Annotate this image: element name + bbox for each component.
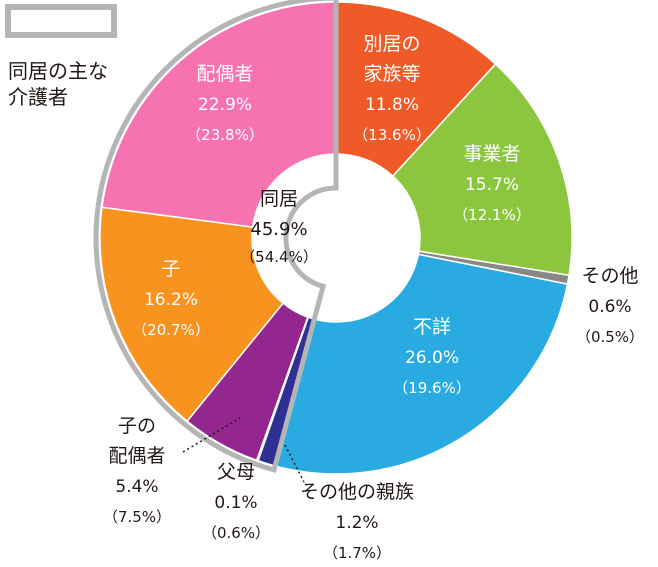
slice-8-prev-label: （23.8%） <box>186 126 264 144</box>
center-title: 同居 <box>260 188 298 210</box>
center-prev: （54.4%） <box>240 248 318 266</box>
slice-8-value-label: 22.9% <box>198 95 252 115</box>
leader-lines <box>182 417 305 483</box>
slice-2-prev-label: （0.5%） <box>576 328 644 346</box>
slice-6-prev-label: （7.5%） <box>103 508 171 526</box>
legend-line-1: 同居の主な <box>8 59 108 83</box>
center-value: 45.9% <box>250 219 307 240</box>
slice-7-wedge <box>99 206 285 423</box>
legend-label: 同居の主な 介護者 <box>8 58 108 110</box>
slice-5-prev-label: （0.6%） <box>202 524 270 542</box>
slice-4-prev-label: （1.7%） <box>323 544 391 562</box>
slice-0-prev-label: （13.6%） <box>353 126 431 144</box>
slice-4-leader-line <box>284 444 305 483</box>
slice-6-leader-line <box>182 417 241 453</box>
slice-2-value-label: 0.6% <box>588 297 631 317</box>
center-label: 同居 45.9% （54.4%） <box>240 188 318 266</box>
same-household-outline <box>93 0 339 473</box>
slice-7-name-label: 子 <box>161 258 180 280</box>
slice-group <box>99 1 573 475</box>
slice-3-value-label: 26.0% <box>405 348 459 368</box>
slice-4-name-label: その他の親族 <box>300 481 414 503</box>
slice-3-prev-label: （19.6%） <box>393 379 471 397</box>
slice-5-value-label: 0.1% <box>214 493 257 513</box>
slice-1-value-label: 15.7% <box>465 175 519 195</box>
slice-5-name-label: 父母 <box>217 461 255 483</box>
slice-6-name-label: 配偶者 <box>108 445 165 467</box>
slice-1-wedge <box>391 63 573 277</box>
donut-hole <box>253 155 419 321</box>
legend-swatch <box>5 4 117 38</box>
slice-7-prev-label: （20.7%） <box>132 321 210 339</box>
slice-8-wedge <box>101 1 337 228</box>
slice-0-name-label: 家族等 <box>363 63 420 85</box>
slice-1-prev-label: （12.1%） <box>453 206 531 224</box>
slice-0-value-label: 11.8% <box>365 95 419 115</box>
slice-3-name-label: 不詳 <box>413 316 451 338</box>
slice-6-name-label: 子の <box>118 415 156 437</box>
slice-7-value-label: 16.2% <box>144 290 198 310</box>
slice-8-name-label: 配偶者 <box>196 63 253 85</box>
slice-4-value-label: 1.2% <box>335 513 378 533</box>
slice-2-name-label: その他 <box>581 265 638 287</box>
slice-6-value-label: 5.4% <box>115 477 158 497</box>
slice-1-name-label: 事業者 <box>463 143 520 165</box>
slice-3-wedge <box>274 253 569 475</box>
slice-0-name-label: 別居の <box>363 33 420 55</box>
slice-0-wedge <box>335 1 497 178</box>
legend-line-2: 介護者 <box>8 85 68 109</box>
